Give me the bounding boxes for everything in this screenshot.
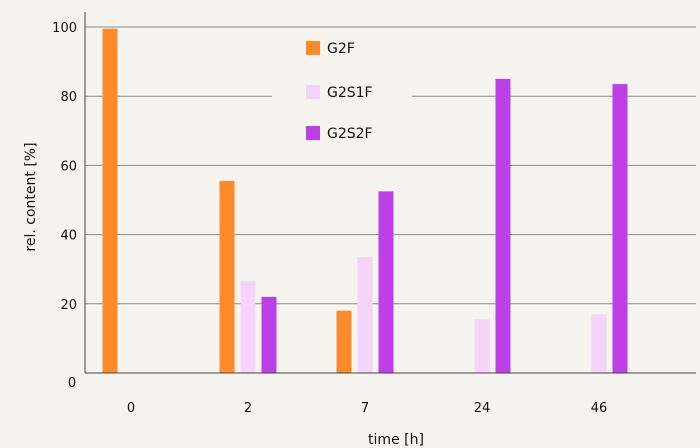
x-tick-label: 0 bbox=[127, 401, 135, 416]
x-tick-label: 46 bbox=[591, 401, 608, 416]
y-tick-labels: 0 20 40 60 80 100 bbox=[52, 21, 77, 391]
legend-label-g2f: G2F bbox=[327, 41, 355, 57]
y-tick-label: 40 bbox=[60, 229, 77, 244]
x-axis-label: time [h] bbox=[368, 432, 424, 448]
bar-g2f-7 bbox=[336, 310, 352, 373]
y-axis-label: rel. content [%] bbox=[23, 142, 39, 251]
bar-g2f-0 bbox=[102, 28, 118, 373]
legend-label-g2s1f: G2S1F bbox=[327, 85, 373, 101]
bars bbox=[102, 28, 628, 374]
legend-swatch-g2f bbox=[306, 41, 320, 55]
x-tick-label: 24 bbox=[474, 401, 491, 416]
y-tick-label: 80 bbox=[60, 90, 77, 105]
x-tick-labels: 0 2 7 24 46 bbox=[127, 401, 607, 416]
gridlines bbox=[85, 26, 696, 305]
y-tick-label: 60 bbox=[60, 159, 77, 174]
bar-g2s1f-46 bbox=[591, 314, 607, 373]
y-tick-label: 20 bbox=[60, 298, 77, 313]
bar-g2f-2 bbox=[219, 180, 235, 373]
legend: G2F G2S1F G2S2F bbox=[306, 41, 373, 142]
legend-swatch-g2s1f bbox=[306, 85, 320, 99]
bar-g2s2f-24 bbox=[495, 78, 511, 374]
legend-label-g2s2f: G2S2F bbox=[327, 126, 373, 142]
y-tick-label: 0 bbox=[68, 376, 76, 391]
x-tick-label: 7 bbox=[361, 401, 369, 416]
bar-g2s1f-2 bbox=[240, 281, 256, 373]
axes bbox=[84, 12, 696, 374]
legend-swatch-g2s2f bbox=[306, 126, 320, 140]
bar-g2s2f-7 bbox=[378, 191, 394, 373]
bar-g2s1f-24 bbox=[474, 319, 490, 373]
x-tick-label: 2 bbox=[244, 401, 252, 416]
y-tick-label: 100 bbox=[52, 21, 77, 36]
bar-g2s1f-7 bbox=[357, 257, 373, 373]
bar-g2s2f-2 bbox=[261, 296, 277, 373]
bar-g2s2f-46 bbox=[612, 84, 628, 373]
